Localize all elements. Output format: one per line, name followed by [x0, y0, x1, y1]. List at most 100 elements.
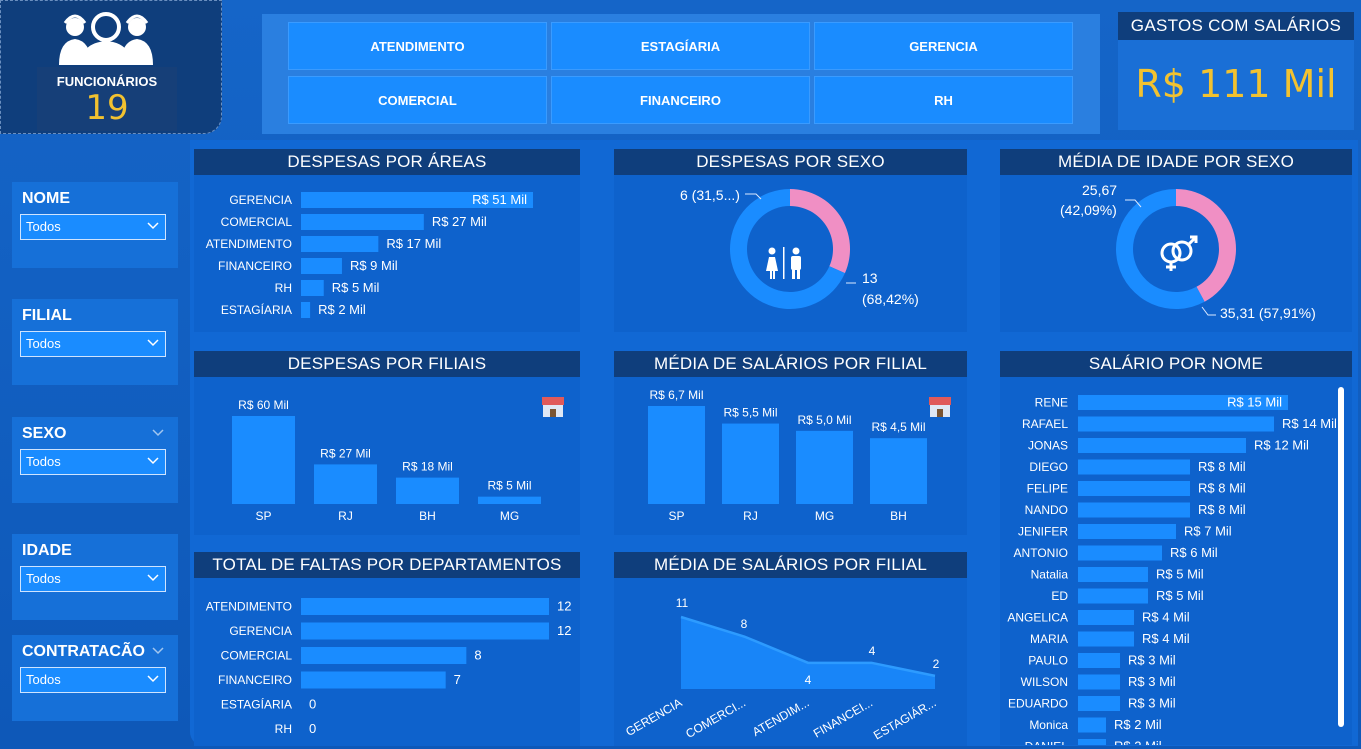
dept-button-rh[interactable]: RH — [814, 76, 1073, 124]
bar — [1078, 416, 1274, 432]
bar — [301, 280, 324, 296]
category-label: GERENCIA — [623, 695, 684, 738]
chart-title: MÉDIA DE SALÁRIOS POR FILIAL — [614, 351, 967, 377]
category-label: FINANCEIRO — [218, 673, 292, 687]
chart-title: DESPESAS POR SEXO — [614, 149, 967, 175]
bar — [648, 406, 705, 504]
employee-count-label: FUNCIONÁRIOS — [56, 74, 158, 89]
data-label: R$ 2 Mil — [1114, 717, 1162, 732]
filter-label: IDADE — [22, 542, 72, 559]
dept-button-gerencia[interactable]: GERENCIA — [814, 22, 1073, 70]
bar — [1078, 459, 1190, 475]
chart-despesas-sexo-svg: 6 (31,5...) 13 (68,42%) — [680, 187, 919, 309]
category-label: RJ — [338, 509, 353, 523]
chart-title: SALÁRIO POR NOME — [1000, 351, 1352, 377]
data-label: R$ 2 Mil — [1114, 739, 1162, 746]
chart-title: DESPESAS POR FILIAIS — [194, 351, 580, 377]
filter-filial-select[interactable]: Todos — [20, 331, 166, 357]
category-label: MG — [815, 509, 834, 523]
data-label: 7 — [454, 672, 461, 687]
bar — [396, 477, 459, 504]
chart-media-salarios-filial-svg: R$ 6,7 Mil SP R$ 5,5 Mil RJ R$ 5,0 Mil MG R$ 4… — [648, 388, 951, 523]
chart-title: TOTAL DE FALTAS POR DEPARTAMENTOS — [194, 552, 580, 578]
dept-button-atendimento[interactable]: ATENDIMENTO — [288, 22, 547, 70]
pie-slice — [730, 189, 845, 309]
data-label: 2 — [933, 657, 940, 671]
data-label: R$ 7 Mil — [1184, 524, 1232, 539]
bar — [301, 671, 446, 689]
filter-nome-select[interactable]: Todos — [20, 214, 166, 240]
pie-slice — [790, 189, 850, 274]
data-label: R$ 8 Mil — [1198, 459, 1246, 474]
bar — [1078, 631, 1134, 647]
dept-button-financeiro[interactable]: FINANCEIRO — [551, 76, 810, 124]
data-label: 0 — [309, 697, 316, 712]
category-label: ESTAGIÁR... — [871, 695, 939, 743]
category-label: EDUARDO — [1008, 697, 1068, 711]
bar — [301, 302, 311, 318]
bar — [1078, 502, 1190, 518]
bar — [301, 598, 549, 615]
category-label: ESTAGÍARIA — [221, 302, 292, 317]
bar — [1078, 588, 1148, 604]
area-fill — [681, 617, 935, 689]
category-label: COMERCIAL — [221, 649, 293, 663]
bar — [1078, 481, 1190, 496]
data-label: R$ 5 Mil — [332, 280, 380, 295]
bar — [1078, 438, 1246, 453]
pie-slice — [1176, 189, 1236, 302]
category-label: GERENCIA — [229, 193, 292, 207]
category-label: SP — [668, 509, 684, 523]
bar — [1078, 653, 1120, 668]
data-label: 4 — [805, 673, 812, 687]
filter-label: CONTRATACÃO — [22, 643, 145, 660]
data-label: R$ 27 Mil — [320, 446, 371, 460]
data-label: R$ 5 Mil — [1156, 588, 1204, 603]
category-label: GERENCIA — [229, 624, 292, 638]
data-label: R$ 5 Mil — [487, 479, 531, 493]
dept-button-comercial[interactable]: COMERCIAL — [288, 76, 547, 124]
bar — [1078, 696, 1120, 711]
leader-line — [1125, 199, 1142, 208]
chart-salario-nome-svg: RENE R$ 15 Mil RAFAEL R$ 14 Mil JONAS R$ 12 M… — [1007, 387, 1344, 746]
chevron-down-icon[interactable] — [152, 647, 164, 655]
employee-count-box: FUNCIONÁRIOS 19 — [37, 67, 177, 131]
data-label: R$ 3 Mil — [1128, 674, 1176, 689]
employee-count-value: 19 — [85, 88, 129, 128]
chart-faltas-departamentos-svg: ATENDIMENTO 12 GERENCIA 12 COMERCIAL 8 FINANCE… — [206, 598, 571, 736]
data-label: R$ 27 Mil — [432, 214, 487, 229]
data-label: R$ 14 Mil — [1282, 416, 1337, 431]
bar — [1078, 739, 1106, 745]
filter-sexo-select[interactable]: Todos — [20, 449, 166, 475]
category-label: WILSON — [1021, 675, 1068, 689]
bar — [301, 258, 342, 274]
filter-label: SEXO — [22, 425, 67, 442]
bar — [1078, 717, 1106, 733]
filter-label: NOME — [22, 190, 70, 207]
data-label: R$ 6 Mil — [1170, 545, 1218, 560]
store-icon — [542, 397, 564, 417]
category-label: RH — [275, 281, 292, 295]
category-label: JENIFER — [1018, 525, 1068, 539]
category-label: NANDO — [1025, 503, 1068, 517]
category-label: SP — [255, 509, 271, 523]
kpi-value: R$ 111 Mil — [1135, 62, 1337, 106]
chevron-down-icon — [147, 222, 159, 230]
chart-salario-nome: SALÁRIO POR NOME RENE R$ 15 Mil RAFAEL R$ 1… — [1000, 351, 1352, 745]
category-label: RENE — [1035, 396, 1068, 410]
chart-despesas-filiais: DESPESAS POR FILIAIS R$ 60 Mil SP R$ 27 Mi… — [194, 351, 580, 535]
data-label: 25,67 — [1082, 182, 1117, 198]
data-label: R$ 3 Mil — [1128, 653, 1176, 668]
chart-title: MÉDIA DE SALÁRIOS POR FILIAL — [614, 552, 967, 578]
filter-contratacao-select[interactable]: Todos — [20, 667, 166, 693]
chart-despesas-filiais-svg: R$ 60 Mil SP R$ 27 Mil RJ R$ 18 Mil BH R$ 5 Mi… — [232, 397, 564, 523]
filter-idade-select[interactable]: Todos — [20, 566, 166, 592]
chevron-down-icon[interactable] — [152, 429, 164, 437]
category-label: FELIPE — [1027, 482, 1068, 496]
category-label: BH — [890, 509, 907, 523]
dept-button-estagiaria[interactable]: ESTAGÍARIA — [551, 22, 810, 70]
chart-title: MÉDIA DE IDADE POR SEXO — [1000, 149, 1352, 175]
leader-line — [1201, 306, 1216, 316]
chevron-down-icon — [147, 457, 159, 465]
category-label: RJ — [743, 509, 758, 523]
